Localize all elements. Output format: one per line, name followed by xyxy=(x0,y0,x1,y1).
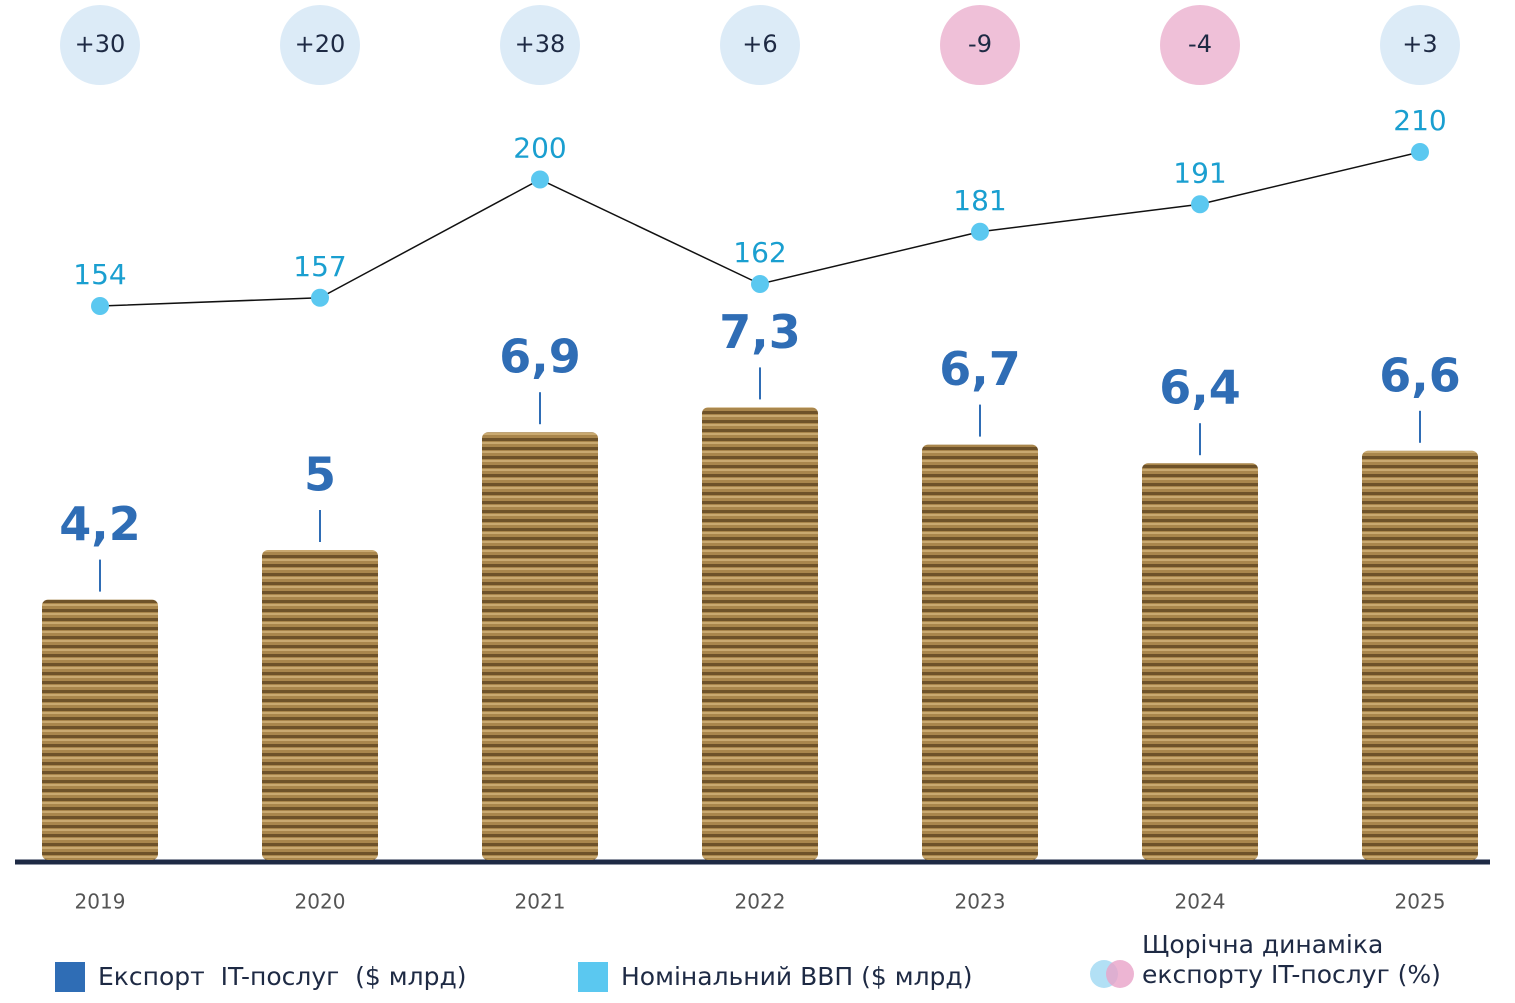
coin-stack xyxy=(262,550,378,860)
growth-label: -9 xyxy=(968,30,992,58)
coin-stack xyxy=(702,407,818,860)
gdp-point xyxy=(751,275,769,293)
legend-swatch xyxy=(578,962,608,992)
value-label: 6,4 xyxy=(1159,361,1241,415)
legend-label: Щорічна динаміка експорту IT-послуг (%) xyxy=(1142,930,1472,990)
growth-label: +20 xyxy=(295,30,346,58)
value-label: 6,9 xyxy=(499,330,581,384)
value-label: 4,2 xyxy=(59,497,141,551)
growth-label: -4 xyxy=(1188,30,1212,58)
coin-stack xyxy=(482,432,598,860)
gdp-point xyxy=(1191,195,1209,213)
legend-swatch xyxy=(55,962,85,992)
x-tick-label: 2025 xyxy=(1395,890,1446,914)
gdp-label: 162 xyxy=(733,236,786,269)
value-label: 6,6 xyxy=(1379,348,1461,402)
coin-stack xyxy=(1142,463,1258,860)
coin-stack xyxy=(1362,451,1478,860)
gdp-point xyxy=(91,297,109,315)
growth-label: +38 xyxy=(515,30,566,58)
gdp-point xyxy=(971,223,989,241)
growth-label: +3 xyxy=(1402,30,1437,58)
value-label: 7,3 xyxy=(719,305,801,359)
gdp-point xyxy=(1411,143,1429,161)
x-tick-label: 2020 xyxy=(295,890,346,914)
legend-label: Експорт IT-послуг ($ млрд) xyxy=(98,962,467,992)
page: 2019 2020 2021 2022 2023 2024 2025 4,2 5 6,9 7,3 6,… xyxy=(0,0,1515,1003)
growth-label: +6 xyxy=(742,30,777,58)
gdp-label: 157 xyxy=(293,250,346,283)
gdp-label: 200 xyxy=(513,132,566,165)
x-tick-label: 2021 xyxy=(515,890,566,914)
gdp-label: 210 xyxy=(1393,104,1446,137)
legend-label: Номінальний ВВП ($ млрд) xyxy=(621,962,972,992)
legend-swatch xyxy=(1106,960,1134,988)
x-tick-label: 2023 xyxy=(955,890,1006,914)
gdp-label: 191 xyxy=(1173,156,1226,189)
gdp-label: 181 xyxy=(953,184,1006,217)
value-label: 6,7 xyxy=(939,342,1021,396)
gdp-label: 154 xyxy=(73,258,126,291)
chart: 2019 2020 2021 2022 2023 2024 2025 4,2 5 6,9 7,3 6,… xyxy=(0,0,1515,1003)
x-tick-label: 2024 xyxy=(1175,890,1226,914)
growth-label: +30 xyxy=(75,30,126,58)
gdp-point xyxy=(311,289,329,307)
coin-stack xyxy=(42,600,158,860)
x-tick-label: 2019 xyxy=(75,890,126,914)
value-label: 5 xyxy=(304,448,336,502)
coin-stack xyxy=(922,445,1038,860)
gdp-point xyxy=(531,171,549,189)
x-tick-label: 2022 xyxy=(735,890,786,914)
